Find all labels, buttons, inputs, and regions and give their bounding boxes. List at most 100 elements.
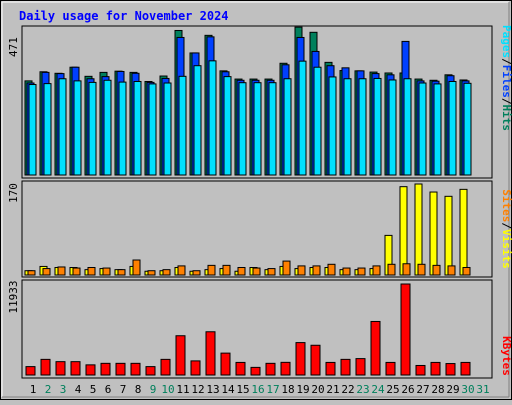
x-tick-label: 3 bbox=[60, 383, 67, 396]
bar-kbytes-day-17 bbox=[265, 362, 276, 376]
bar-sites-day-26 bbox=[402, 263, 411, 276]
bar-sites-day-16 bbox=[252, 267, 261, 276]
bar-kbytes-day-2 bbox=[40, 358, 51, 376]
legend-item-sep: / bbox=[500, 222, 512, 229]
x-tick-label: 2 bbox=[45, 383, 52, 396]
legend-item-visits: Visits bbox=[500, 229, 512, 269]
x-tick-label: 12 bbox=[191, 383, 204, 396]
bar-visits-day-30 bbox=[459, 188, 468, 276]
bar-kbytes-day-22 bbox=[340, 358, 351, 376]
bar-kbytes-day-19 bbox=[295, 342, 306, 376]
bar-pages-day-23 bbox=[358, 78, 367, 176]
bar-pages-day-30 bbox=[463, 82, 472, 176]
x-tick-label: 4 bbox=[75, 383, 82, 396]
bar-kbytes-day-26 bbox=[400, 283, 411, 376]
panel-kbytes bbox=[21, 279, 493, 379]
bar-sites-day-24 bbox=[372, 265, 381, 276]
bar-kbytes-day-11 bbox=[175, 335, 186, 376]
bar-kbytes-day-24 bbox=[370, 320, 381, 376]
bar-pages-day-8 bbox=[133, 80, 142, 176]
bar-kbytes-day-28 bbox=[430, 361, 441, 376]
y-max-label-hits: 471 bbox=[7, 37, 20, 57]
bar-sites-day-6 bbox=[102, 267, 111, 276]
bar-kbytes-day-10 bbox=[160, 358, 171, 376]
bar-kbytes-day-4 bbox=[70, 361, 81, 376]
bar-kbytes-day-6 bbox=[100, 362, 111, 376]
x-tick-label: 1 bbox=[30, 383, 37, 396]
x-tick-label: 5 bbox=[90, 383, 97, 396]
bar-pages-day-11 bbox=[178, 75, 187, 176]
bar-sites-day-20 bbox=[312, 265, 321, 276]
bar-kbytes-day-21 bbox=[325, 361, 336, 376]
bar-pages-day-22 bbox=[343, 78, 352, 176]
legend-item-sep: / bbox=[500, 58, 512, 65]
bar-pages-day-20 bbox=[313, 66, 322, 176]
x-tick-label: 14 bbox=[221, 383, 235, 396]
bar-kbytes-day-30 bbox=[460, 361, 471, 376]
bar-pages-day-5 bbox=[88, 81, 97, 176]
bar-sites-day-2 bbox=[42, 268, 51, 276]
bar-kbytes-day-9 bbox=[145, 366, 156, 376]
bar-kbytes-day-20 bbox=[310, 344, 321, 376]
legend-item-sep: / bbox=[500, 98, 512, 105]
bar-pages-day-14 bbox=[223, 76, 232, 176]
bar-sites-day-21 bbox=[327, 263, 336, 276]
bar-pages-day-7 bbox=[118, 81, 127, 176]
bar-sites-day-15 bbox=[237, 267, 246, 276]
x-tick-label: 16 bbox=[251, 383, 264, 396]
legend-item-pages: Pages bbox=[500, 25, 512, 58]
bar-pages-day-9 bbox=[148, 83, 157, 176]
x-tick-label: 27 bbox=[416, 383, 429, 396]
bar-sites-day-23 bbox=[357, 267, 366, 276]
bar-visits-day-28 bbox=[429, 191, 438, 276]
legend-hits-files-pages: Pages/Files/Hits bbox=[500, 25, 512, 131]
x-tick-label: 15 bbox=[236, 383, 249, 396]
bar-sites-day-11 bbox=[177, 265, 186, 276]
x-tick-label: 17 bbox=[266, 383, 279, 396]
bar-sites-day-10 bbox=[162, 269, 171, 276]
bar-visits-day-27 bbox=[414, 183, 423, 276]
bar-pages-day-10 bbox=[163, 82, 172, 176]
bar-sites-day-9 bbox=[147, 270, 156, 276]
x-tick-label: 20 bbox=[311, 383, 324, 396]
x-tick-label: 22 bbox=[341, 383, 354, 396]
x-axis-labels: 1 2 3 4 5 6 7 8 9 10 11 12 13 14 15 16 17 18 19 20 21 22 23 24 2… bbox=[30, 383, 490, 396]
bar-visits-day-26 bbox=[399, 186, 408, 276]
bar-sites-day-3 bbox=[57, 266, 66, 276]
bar-sites-day-5 bbox=[87, 267, 96, 276]
x-tick-label: 28 bbox=[431, 383, 444, 396]
bar-sites-day-18 bbox=[282, 260, 291, 276]
bar-sites-day-19 bbox=[297, 265, 306, 276]
x-tick-label: 18 bbox=[281, 383, 294, 396]
bar-pages-day-26 bbox=[403, 78, 412, 176]
bar-sites-day-13 bbox=[207, 264, 216, 276]
bar-kbytes-day-5 bbox=[85, 364, 96, 376]
bar-pages-day-29 bbox=[448, 80, 457, 176]
x-tick-label: 6 bbox=[105, 383, 112, 396]
bar-pages-day-15 bbox=[238, 82, 247, 176]
bar-pages-day-1 bbox=[28, 84, 37, 176]
bar-sites-day-29 bbox=[447, 265, 456, 276]
x-tick-label: 13 bbox=[206, 383, 219, 396]
legend-item-files: Files bbox=[500, 65, 512, 98]
legend-item-hits: Hits bbox=[500, 105, 512, 132]
legend-item-kbytes: KBytes bbox=[500, 336, 512, 376]
x-tick-label: 11 bbox=[176, 383, 189, 396]
chart-bars bbox=[24, 26, 472, 376]
bar-kbytes-day-27 bbox=[415, 364, 426, 376]
y-max-label-kbytes: 11933 bbox=[7, 280, 20, 313]
bar-pages-day-6 bbox=[103, 79, 112, 176]
bar-pages-day-24 bbox=[373, 77, 382, 176]
bar-pages-day-4 bbox=[73, 80, 82, 176]
x-tick-label: 30 bbox=[461, 383, 474, 396]
bar-sites-day-8 bbox=[132, 259, 141, 276]
bar-kbytes-day-1 bbox=[25, 366, 36, 376]
bar-pages-day-18 bbox=[283, 78, 292, 176]
x-tick-label: 23 bbox=[356, 383, 369, 396]
chart-title: Daily usage for November 2024 bbox=[19, 9, 229, 23]
x-tick-label: 7 bbox=[120, 383, 127, 396]
bar-sites-day-25 bbox=[387, 263, 396, 276]
y-max-label-visits: 170 bbox=[7, 183, 20, 203]
